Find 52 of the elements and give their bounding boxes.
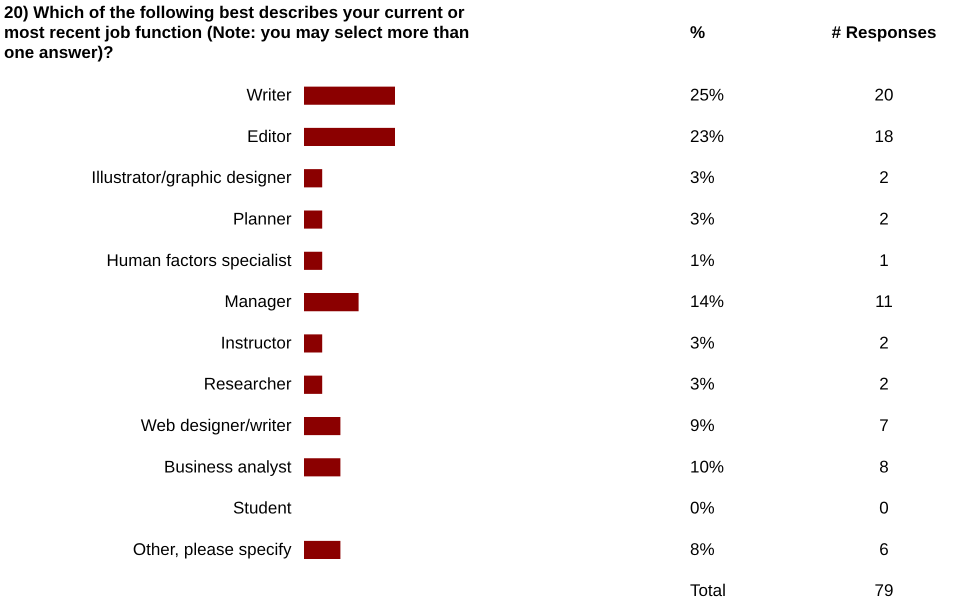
bar — [304, 293, 359, 312]
text: 0% — [690, 498, 715, 518]
text: 0 — [879, 498, 889, 518]
text: 8 — [879, 457, 889, 476]
text: 1 — [879, 250, 889, 270]
text: # Responses — [832, 23, 936, 42]
bar — [304, 540, 340, 560]
y-tick-label: Manager — [224, 292, 292, 312]
text: 2 — [879, 210, 889, 229]
bar — [304, 169, 322, 188]
text: 3% — [690, 168, 715, 188]
text: 2 — [879, 168, 889, 188]
y-tick-label: Student — [232, 498, 292, 518]
text: % — [690, 23, 706, 42]
y-tick-label: Planner — [232, 210, 292, 229]
text: 7 — [879, 416, 889, 436]
text: 3% — [690, 374, 715, 394]
y-tick-label: Other, please specify — [132, 540, 292, 559]
text: 11 — [875, 292, 893, 312]
y-tick-label: Human factors specialist — [106, 250, 292, 270]
text: 79 — [874, 581, 894, 600]
text: 25% — [690, 86, 724, 105]
text: 10% — [690, 457, 724, 476]
bar — [304, 128, 395, 146]
text: 3% — [690, 210, 715, 229]
text: 18 — [874, 126, 894, 146]
y-tick-label: Writer — [246, 86, 292, 105]
bar — [304, 210, 322, 229]
chart-title: 20) Which of the following best describes your current or most recent job function (Note: you may select more than one answer)? — [4, 3, 470, 62]
text: 20 — [874, 86, 894, 105]
text: 1% — [690, 250, 715, 270]
text: 2 — [879, 333, 889, 352]
bar — [304, 416, 340, 436]
y-tick-label: Business analyst — [164, 457, 292, 476]
y-tick-label: Web designer/writer — [140, 416, 292, 436]
bar — [304, 458, 340, 476]
text: 14% — [690, 292, 724, 312]
text: Total — [690, 581, 726, 600]
text: 8% — [690, 540, 715, 559]
text: 6 — [879, 540, 889, 559]
y-tick-label: Editor — [247, 126, 292, 146]
y-tick-label: Illustrator/graphic designer — [91, 168, 292, 188]
text: 3% — [690, 333, 715, 352]
bar — [304, 86, 395, 105]
bar — [304, 334, 322, 353]
text: 9% — [690, 416, 715, 436]
text: 23% — [690, 126, 724, 146]
bar — [304, 376, 322, 394]
y-tick-label: Instructor — [220, 333, 292, 352]
y-tick-label: Researcher — [204, 374, 292, 394]
text: 2 — [879, 374, 889, 394]
bar — [304, 252, 322, 270]
